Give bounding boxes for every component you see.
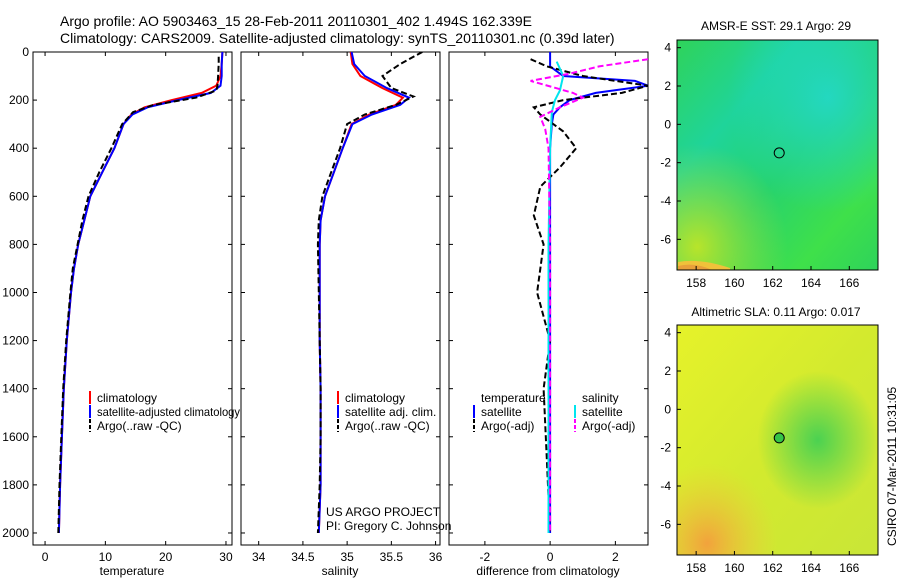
temperature-xlabel: temperature	[100, 564, 165, 578]
salinity-legend: climatology satellite adj. clim. Argo(..…	[337, 391, 436, 433]
series-line-satellite-adjusted-climatology	[57, 52, 224, 534]
map-ytick-label: -6	[660, 517, 671, 531]
ytick-label: 800	[9, 237, 29, 251]
map-xtick-label: 162	[763, 276, 783, 290]
map-ytick-label: -4	[660, 479, 671, 493]
series-line-climatology	[57, 52, 224, 534]
legend-label-sal-argo: Argo(-adj)	[582, 419, 635, 433]
difference-legend: temperature satellite Argo(-adj) salinit…	[473, 391, 635, 433]
ytick-label: 0	[22, 45, 29, 59]
map-ytick-label: 2	[664, 364, 671, 378]
map-ytick-label: 0	[664, 402, 671, 416]
side-timestamp: CSIRO 07-Mar-2011 10:31:05	[885, 386, 899, 546]
legend-label-satellite: satellite-adjusted climatology	[97, 405, 240, 419]
difference-panel: -2 0 2 difference from climatology tempera…	[448, 51, 649, 578]
xtick-label: 2	[612, 550, 619, 564]
map-xtick-label: 158	[686, 561, 706, 575]
ytick-label: 400	[9, 141, 29, 155]
sla-map-panel: Altimetric SLA: 0.11 Argo: 0.017 158 160 1…	[660, 305, 879, 575]
ytick-label: 200	[9, 93, 29, 107]
series-line-argo-raw-qc	[316, 52, 423, 534]
argo-position-marker	[773, 432, 785, 444]
map-xtick-label: 166	[839, 276, 859, 290]
legend-label-sal-satellite: satellite	[582, 405, 623, 419]
series-line-argo-raw-qc	[57, 56, 220, 534]
map-ytick-label: -4	[660, 194, 671, 208]
map-ytick-label: 4	[664, 41, 671, 55]
project-annotation-line1: US ARGO PROJECT	[326, 505, 441, 519]
xtick-label: -2	[480, 550, 491, 564]
map-ytick-label: 2	[664, 79, 671, 93]
xtick-label: 34.5	[291, 550, 315, 564]
map-xtick-label: 160	[724, 561, 744, 575]
map-ytick-label: -2	[660, 156, 671, 170]
series-line-climatology	[317, 52, 405, 534]
difference-axes-box	[448, 51, 649, 546]
xtick-label: 0	[42, 550, 49, 564]
header-line2: Climatology: CARS2009. Satellite-adjuste…	[60, 30, 615, 46]
xtick-label: 34	[252, 550, 266, 564]
xtick-label: 0	[547, 550, 554, 564]
legend-heading-salinity: salinity	[582, 391, 619, 405]
legend-heading-temperature: temperature	[481, 391, 546, 405]
salinity-axes-box	[240, 51, 441, 546]
map-ytick-label: -6	[660, 232, 671, 246]
legend-label-argo: Argo(..raw -QC)	[97, 419, 182, 433]
map-xtick-label: 158	[686, 276, 706, 290]
map-xtick-label: 164	[801, 561, 821, 575]
map-xtick-label: 164	[801, 276, 821, 290]
legend-label-satellite: satellite adj. clim.	[345, 405, 436, 419]
legend-label-argo: Argo(..raw -QC)	[345, 419, 430, 433]
ytick-label: 1000	[2, 285, 29, 299]
xtick-label: 36	[429, 550, 443, 564]
temperature-legend: climatology satellite-adjusted climatolo…	[89, 391, 240, 433]
difference-xlabel: difference from climatology	[476, 564, 619, 578]
sst-map-axes-box	[676, 39, 879, 271]
map-xtick-label: 160	[724, 276, 744, 290]
series-line-salinity-satellite	[547, 61, 565, 533]
xtick-label: 30	[219, 550, 233, 564]
temperature-panel: 0 200 400 600 800 1000 1200 1400 1600 1800 2000 0 1…	[2, 45, 240, 578]
ytick-label: 2000	[2, 526, 29, 540]
xtick-label: 20	[159, 550, 173, 564]
map-xtick-label: 162	[763, 561, 783, 575]
map-xtick-label: 166	[839, 561, 859, 575]
xtick-label: 10	[99, 550, 113, 564]
salinity-xlabel: salinity	[322, 564, 359, 578]
xtick-label: 35	[340, 550, 354, 564]
salinity-panel: 34 34.5 35 35.5 36 salinity climatology sate…	[240, 51, 451, 578]
series-line-satellite-adj-clim	[317, 52, 411, 534]
temperature-axes-box	[32, 51, 233, 546]
project-annotation-line2: PI: Gregory C. Johnson	[326, 519, 451, 533]
map-ytick-label: 4	[664, 326, 671, 340]
ytick-label: 1800	[2, 478, 29, 492]
map-ytick-label: 0	[664, 117, 671, 131]
argo-position-marker	[773, 147, 785, 159]
series-line-temperature-satellite	[549, 52, 648, 533]
xtick-label: 35.5	[380, 550, 404, 564]
ytick-label: 1600	[2, 430, 29, 444]
ytick-label: 1400	[2, 382, 29, 396]
sst-map-panel: AMSR-E SST: 29.1 Argo: 29 158 160 162 164 16…	[660, 19, 879, 290]
sst-heatmap-field	[677, 40, 878, 270]
header-line1: Argo profile: AO 5903463_15 28-Feb-2011 …	[60, 13, 532, 29]
sla-map-title: Altimetric SLA: 0.11 Argo: 0.017	[691, 305, 861, 319]
legend-label-temp-argo: Argo(-adj)	[481, 419, 534, 433]
sst-map-title: AMSR-E SST: 29.1 Argo: 29	[701, 19, 851, 33]
ytick-label: 600	[9, 189, 29, 203]
legend-label-climatology: climatology	[345, 391, 405, 405]
map-ytick-label: -2	[660, 441, 671, 455]
series-line-salinity-argo-adj	[530, 58, 648, 533]
legend-label-temp-satellite: satellite	[481, 405, 522, 419]
legend-label-climatology: climatology	[97, 391, 157, 405]
ytick-label: 1200	[2, 334, 29, 348]
sla-map-axes-box	[676, 324, 879, 556]
